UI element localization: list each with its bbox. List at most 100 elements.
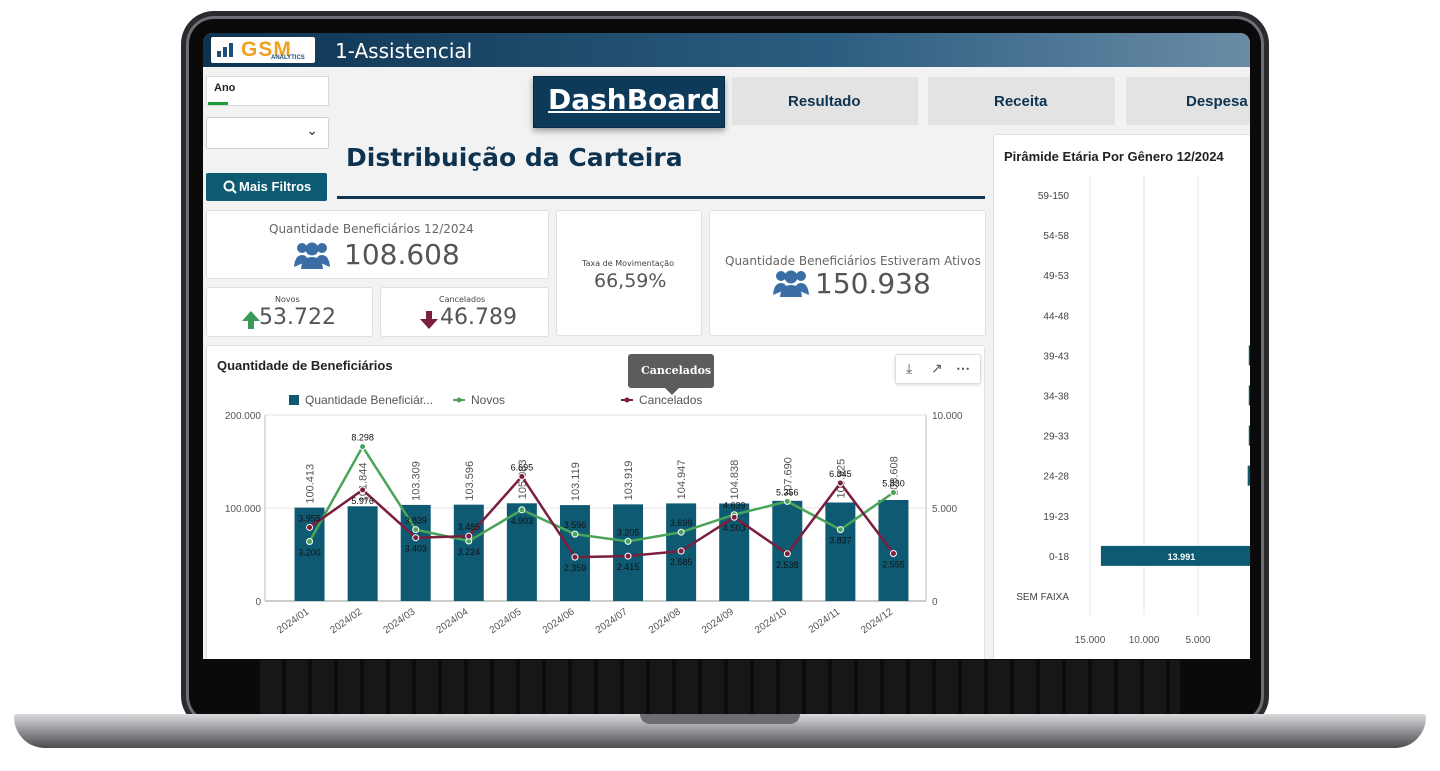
- cancelados-line: [308, 474, 895, 559]
- users-icon: [294, 242, 330, 269]
- tab-despesa[interactable]: Despesa: [1126, 77, 1250, 125]
- expand-icon[interactable]: ↗: [931, 360, 943, 376]
- tab-receita-label: Receita: [994, 93, 1048, 110]
- app-screen: GSM ANALYTICS 1-Assistencial Ano ⌄ Mais …: [203, 33, 1250, 659]
- x-tick-label: 2024/06: [541, 606, 577, 636]
- tab-resultado[interactable]: Resultado: [732, 77, 918, 125]
- arrow-up-icon: [242, 311, 260, 329]
- line-data-label: 2.685: [670, 557, 693, 567]
- y-left-tick: 200.000: [225, 411, 262, 422]
- filter-ano-indicator: [208, 102, 228, 105]
- category-label: 0-18: [1049, 552, 1069, 563]
- legend-entry: Novos: [471, 393, 505, 407]
- kpi-cancelados-label: Cancelados: [439, 295, 486, 304]
- kpi-cancelados: Cancelados 46.789: [380, 287, 549, 337]
- y-left-tick: 100.000: [225, 504, 262, 515]
- download-icon[interactable]: ⤓: [906, 360, 913, 376]
- mais-filtros-label: Mais Filtros: [239, 179, 312, 194]
- bar: [559, 505, 590, 601]
- pyramid-bar-label: 13.991: [1168, 552, 1196, 562]
- line-point: [730, 513, 738, 521]
- legend-entry: Quantidade Beneficiár...: [305, 393, 433, 407]
- bar-data-label: 104.947: [676, 460, 688, 500]
- filter-ano[interactable]: Ano: [206, 76, 329, 106]
- line-point: [412, 526, 420, 534]
- legend-marker: [289, 395, 299, 405]
- line-point: [836, 526, 844, 534]
- app-title: 1-Assistencial: [335, 39, 473, 63]
- arrow-down-icon: [420, 311, 438, 329]
- category-label: 24-28: [1043, 472, 1069, 483]
- line-point: [624, 552, 632, 560]
- tooltip-text: Cancelados: [641, 364, 712, 377]
- x-tick-label: 10.000: [1129, 635, 1160, 646]
- users-icon: [773, 270, 809, 297]
- x-tick-label: 2024/11: [807, 606, 843, 636]
- line-data-label: 3.839: [404, 516, 427, 526]
- category-label: 39-43: [1043, 351, 1069, 362]
- bar-data-label: 103.309: [411, 461, 423, 501]
- line-point: [624, 537, 632, 545]
- kpi-novos-value: 53.722: [259, 305, 336, 330]
- bar-data-label: 103.596: [464, 461, 476, 501]
- pyramid-bar: [1248, 385, 1250, 406]
- bar-data-label: 103.119: [570, 462, 582, 501]
- chart-tooltip: Cancelados: [628, 354, 714, 395]
- y-left-tick: 0: [255, 597, 261, 608]
- top-bar: GSM ANALYTICS 1-Assistencial: [203, 33, 1250, 67]
- line-point: [306, 523, 314, 531]
- more-icon[interactable]: ⋯: [956, 360, 970, 376]
- mais-filtros-button[interactable]: Mais Filtros: [206, 173, 327, 201]
- search-icon: [223, 180, 237, 194]
- line-data-label: 3.837: [829, 536, 852, 546]
- category-label: 54-58: [1043, 231, 1069, 242]
- x-tick-label: 5.000: [1185, 635, 1210, 646]
- bar-data-label: 100.413: [305, 464, 317, 504]
- kpi-ativos-value: 150.938: [815, 267, 931, 300]
- tab-dashboard[interactable]: DashBoard: [533, 76, 725, 128]
- line-point: [359, 443, 367, 451]
- category-label: 34-38: [1043, 392, 1069, 403]
- bar-data-label: 104.838: [729, 460, 741, 500]
- kpi-ativos-label: Quantidade Beneficiários Estiveram Ativo…: [725, 254, 981, 268]
- keyboard-shadow: [260, 660, 1180, 714]
- kpi-qtd-label: Quantidade Beneficiários 12/2024: [269, 222, 474, 236]
- line-data-label: 2.415: [617, 562, 640, 572]
- page-title: Distribuição da Carteira: [346, 143, 683, 172]
- x-tick-label: 2024/12: [859, 606, 895, 636]
- ano-select[interactable]: ⌄: [206, 117, 329, 149]
- x-tick-label: 2024/10: [753, 606, 789, 636]
- category-label: 29-33: [1043, 432, 1069, 443]
- pyramid-bar: [1247, 465, 1250, 486]
- legend-marker-dot: [624, 397, 630, 403]
- line-point: [412, 534, 420, 542]
- kpi-taxa-value: 66,59%: [594, 270, 667, 292]
- x-tick-label: 2024/08: [647, 606, 683, 636]
- line-data-label: 2.538: [776, 560, 799, 570]
- x-tick-label: 15.000: [1075, 635, 1106, 646]
- y-right-tick: 5.000: [932, 504, 957, 515]
- tab-receita[interactable]: Receita: [928, 77, 1115, 125]
- line-point: [889, 549, 897, 557]
- y-right-tick: 0: [932, 597, 938, 608]
- novos-line: [308, 444, 895, 543]
- x-tick-label: 2024/07: [594, 606, 630, 636]
- tab-despesa-label: Despesa: [1186, 93, 1248, 110]
- line-point: [518, 506, 526, 514]
- pyramid-chart-svg: 15.000 10.000 5.000 59-150 54-58 49-53 44-48 39…: [1016, 175, 1250, 646]
- line-data-label: 3.224: [458, 547, 481, 557]
- line-data-label: 3.955: [298, 513, 321, 523]
- bar: [506, 503, 537, 601]
- line-point: [465, 532, 473, 540]
- bar-data-label: 107.690: [782, 457, 794, 497]
- chart-title: Quantidade de Beneficiários: [217, 358, 393, 373]
- kpi-qtd-beneficiarios: Quantidade Beneficiários 12/2024 108.608: [206, 210, 549, 279]
- kpi-qtd-value: 108.608: [344, 238, 460, 271]
- pyramid-bar: [1248, 425, 1250, 446]
- tab-resultado-label: Resultado: [788, 93, 861, 110]
- line-point: [836, 479, 844, 487]
- bar-data-label: 108.608: [888, 456, 900, 496]
- logo-subtext: ANALYTICS: [271, 55, 305, 61]
- kpi-novos: Novos 53.722: [206, 287, 373, 337]
- line-point: [783, 550, 791, 558]
